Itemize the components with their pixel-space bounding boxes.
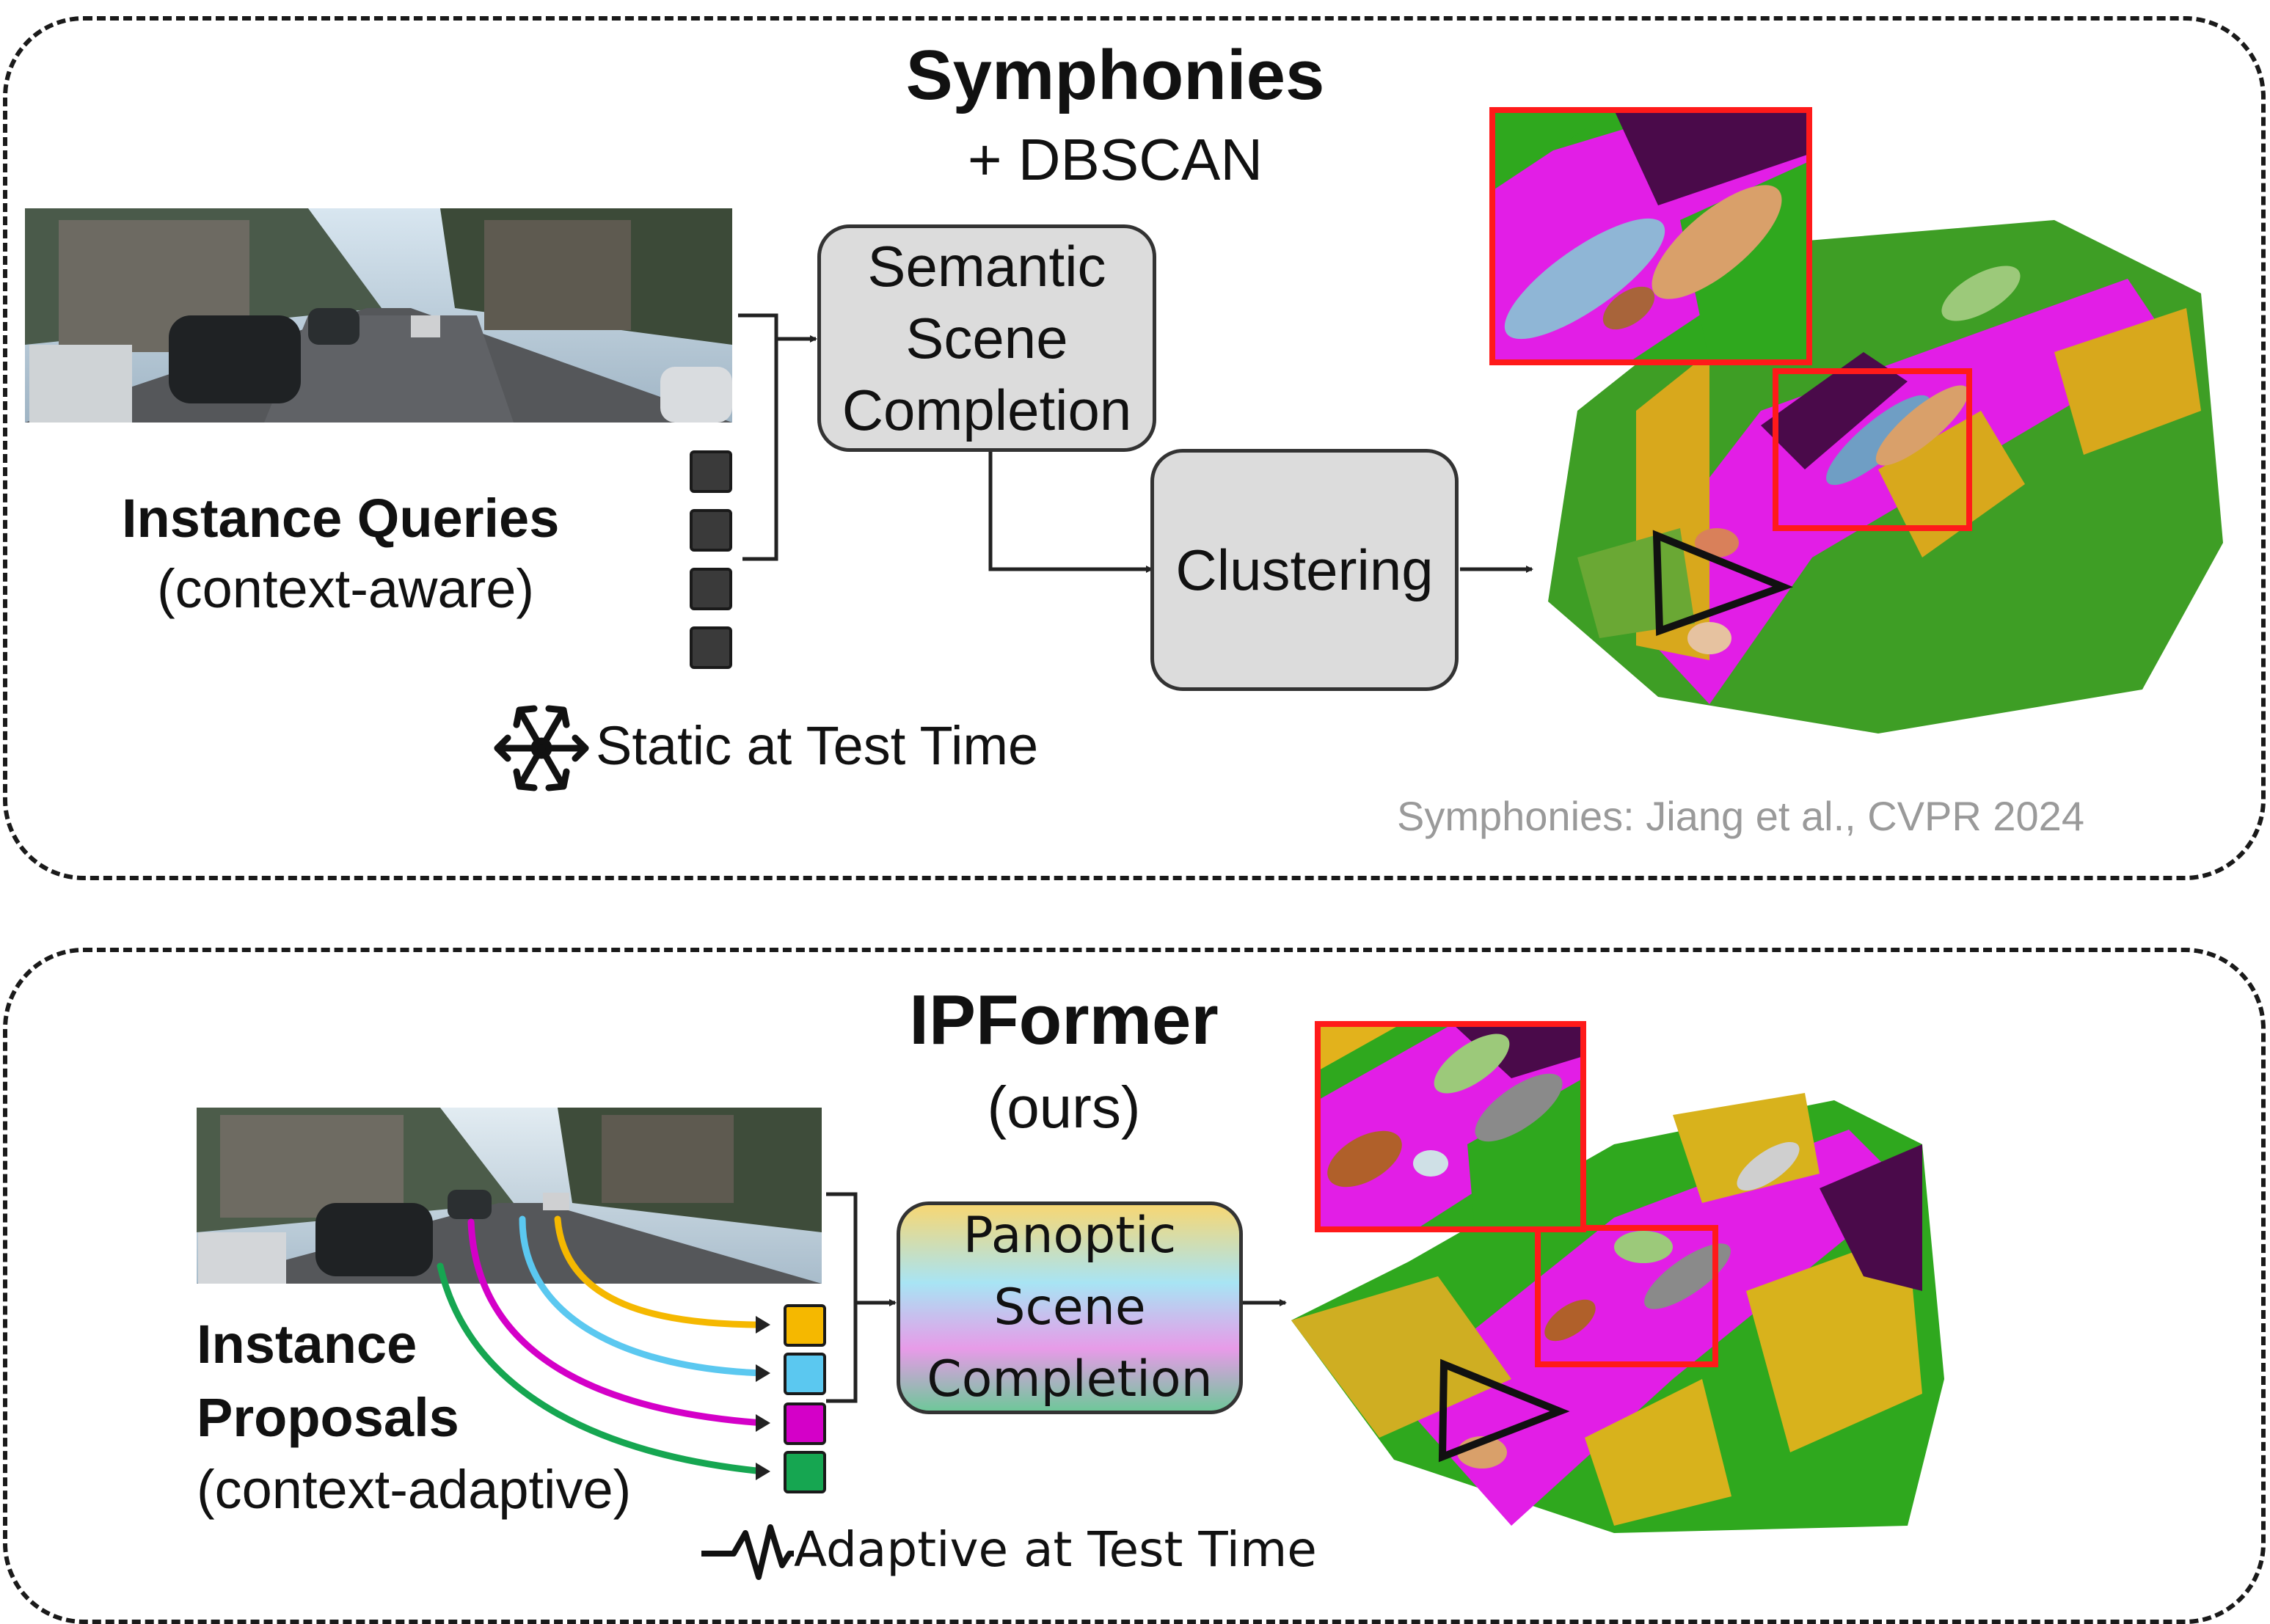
proposal-token-blue: [784, 1353, 826, 1395]
box-line-2: Scene: [905, 306, 1068, 370]
symphonies-panel: [3, 16, 2266, 880]
static-label: Static at Test Time: [596, 715, 1039, 776]
query-token-2: [690, 509, 732, 552]
proposal-token-magenta: [784, 1402, 826, 1445]
pano-line-3: Completion: [927, 1350, 1213, 1408]
box-line-1: Semantic: [867, 234, 1106, 299]
query-token-4: [690, 626, 732, 669]
pano-line-2: Scene: [993, 1279, 1146, 1336]
symphonies-title: Symphonies: [905, 36, 1325, 114]
query-token-3: [690, 568, 732, 610]
citation: Symphonies: Jiang et al., CVPR 2024: [1397, 793, 2084, 839]
ipformer-subtitle: (ours): [987, 1075, 1141, 1140]
symphonies-subtitle: + DBSCAN: [967, 127, 1263, 192]
panoptic-scene-completion-box: Panoptic Scene Completion: [897, 1201, 1243, 1414]
proposal-token-green: [784, 1451, 826, 1493]
proposal-token-yellow: [784, 1304, 826, 1347]
semantic-scene-completion-box: Semantic Scene Completion: [817, 224, 1156, 452]
instance-proposals-label-1: Instance: [197, 1314, 417, 1375]
instance-proposals-sub: (context-adaptive): [197, 1459, 632, 1520]
clustering-box: Clustering: [1150, 449, 1459, 691]
box-line-3: Completion: [842, 378, 1132, 442]
query-token-1: [690, 450, 732, 493]
instance-queries-sub: (context-aware): [157, 558, 535, 619]
instance-proposals-label-2: Proposals: [197, 1387, 459, 1448]
pano-line-1: Panoptic: [963, 1207, 1177, 1265]
clustering-label: Clustering: [1175, 538, 1434, 602]
instance-queries-label: Instance Queries: [122, 488, 560, 549]
ipformer-title: IPFormer: [909, 981, 1219, 1059]
adaptive-label: Adaptive at Test Time: [794, 1521, 1317, 1578]
